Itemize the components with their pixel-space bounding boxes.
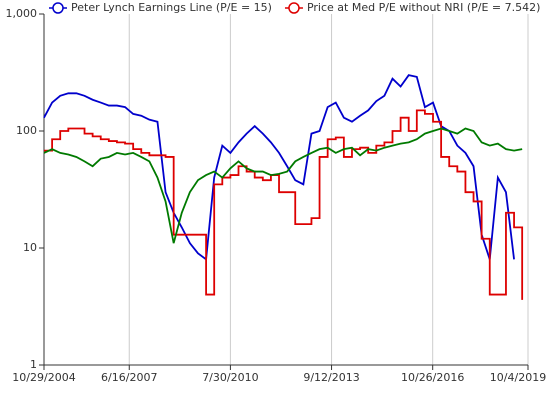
x-tick-label: 10/4/2019 bbox=[490, 371, 546, 384]
legend-label: Peter Lynch Earnings Line (P/E = 15) bbox=[71, 1, 272, 14]
series-line bbox=[43, 127, 523, 244]
y-tick-label: 1,000 bbox=[6, 7, 38, 20]
y-tick-label: 10 bbox=[23, 241, 37, 254]
y-tick-label: 100 bbox=[16, 124, 37, 137]
x-tick-label: 9/12/2013 bbox=[303, 371, 359, 384]
legend-marker bbox=[52, 2, 64, 14]
x-tick-label: 6/16/2007 bbox=[101, 371, 157, 384]
x-tick-label: 10/26/2016 bbox=[401, 371, 464, 384]
y-tick-label: 1 bbox=[30, 358, 37, 371]
x-tick-label: 7/30/2010 bbox=[202, 371, 258, 384]
series-line bbox=[43, 74, 515, 262]
series-line bbox=[44, 109, 524, 300]
legend-label: Price at Med P/E without NRI (P/E = 7.54… bbox=[307, 1, 540, 14]
legend-marker bbox=[288, 2, 300, 14]
x-tick-label: 10/29/2004 bbox=[12, 371, 75, 384]
